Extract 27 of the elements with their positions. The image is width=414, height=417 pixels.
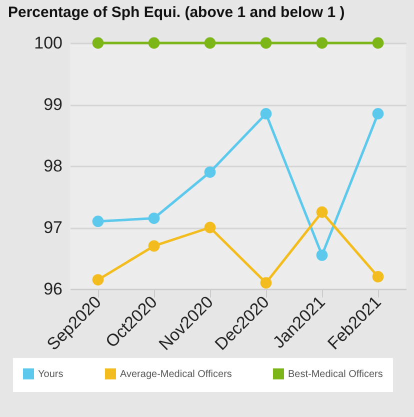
chart-title: Percentage of Sph Equi. (above 1 and below 1 ) [8,4,345,21]
point [260,37,272,49]
point [316,206,328,218]
point [316,249,328,261]
point [148,240,160,252]
legend-label: Yours [38,368,64,380]
point [204,222,216,234]
point [92,37,104,49]
legend-label: Best-Medical Officers [288,368,383,380]
point [204,37,216,49]
y-tick-label: 96 [44,280,62,298]
point [92,216,104,228]
point [372,108,384,120]
point [148,37,160,49]
point [204,166,216,178]
y-tick-label: 98 [44,156,62,176]
point [148,212,160,224]
y-tick-label: 100 [34,34,62,52]
point [372,37,384,49]
point [316,37,328,49]
legend-label: Average-Medical Officers [120,368,232,380]
y-tick-label: 97 [44,218,62,237]
point [372,271,384,282]
y-tick-label: 99 [44,95,62,114]
point [260,277,272,289]
point [260,108,272,120]
point [92,274,104,286]
